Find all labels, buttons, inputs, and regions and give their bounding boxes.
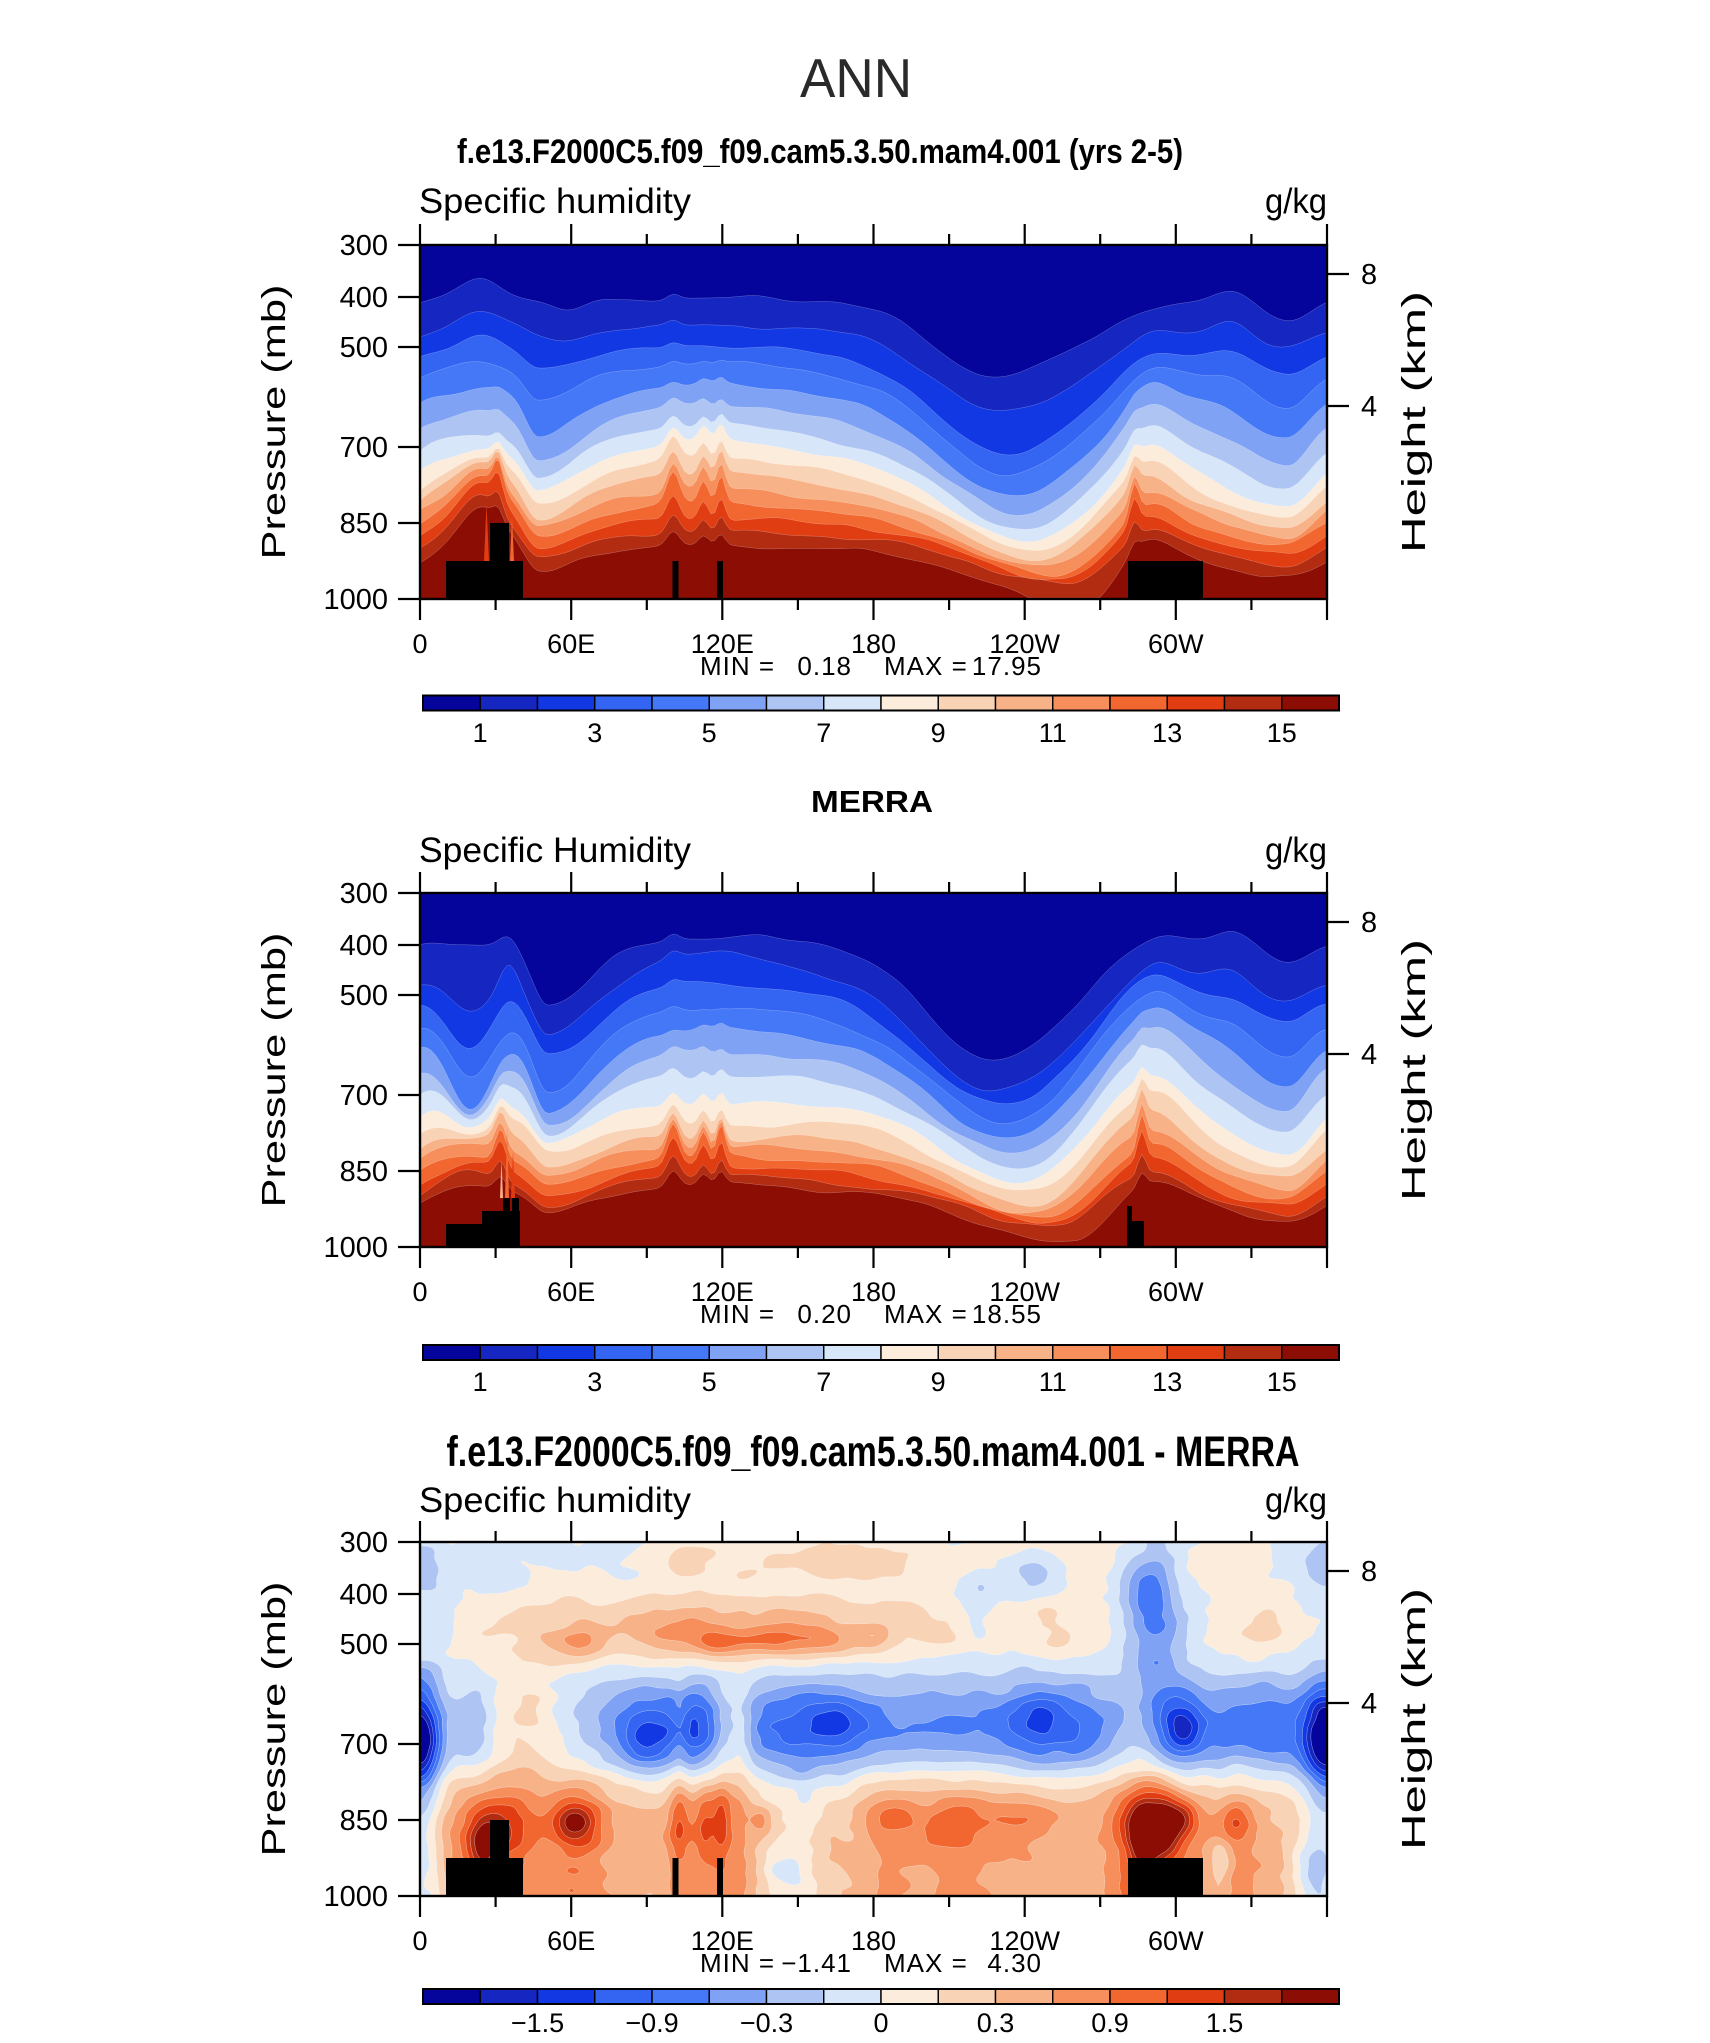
svg-text:MAX =: MAX =	[884, 1299, 968, 1329]
svg-text:13: 13	[1152, 1367, 1182, 1397]
svg-text:g/kg: g/kg	[1265, 182, 1327, 221]
svg-text:120E: 120E	[691, 629, 754, 659]
svg-text:MIN =: MIN =	[700, 1299, 775, 1329]
svg-text:15: 15	[1267, 718, 1297, 748]
svg-text:Height (km): Height (km)	[1395, 291, 1432, 553]
svg-text:17.95: 17.95	[972, 651, 1042, 681]
svg-text:500: 500	[340, 332, 388, 364]
svg-text:120E: 120E	[691, 1926, 754, 1956]
svg-text:500: 500	[340, 1629, 388, 1661]
svg-text:MAX =: MAX =	[884, 1948, 968, 1978]
svg-text:1: 1	[473, 718, 488, 748]
svg-text:60E: 60E	[547, 1926, 595, 1956]
svg-text:300: 300	[340, 230, 388, 262]
svg-text:MIN =: MIN =	[700, 1948, 775, 1978]
svg-text:9: 9	[931, 1367, 946, 1397]
svg-text:f.e13.F2000C5.f09_f09.cam5.3.5: f.e13.F2000C5.f09_f09.cam5.3.50.mam4.001…	[447, 1428, 1300, 1476]
svg-text:60W: 60W	[1148, 1926, 1204, 1956]
svg-text:4: 4	[1361, 1039, 1377, 1071]
svg-text:18.55: 18.55	[972, 1299, 1042, 1329]
svg-text:5: 5	[702, 1367, 717, 1397]
svg-text:13: 13	[1152, 718, 1182, 748]
svg-text:120W: 120W	[989, 629, 1060, 659]
svg-text:8: 8	[1361, 907, 1377, 939]
svg-text:120W: 120W	[989, 1926, 1060, 1956]
svg-text:Pressure (mb): Pressure (mb)	[255, 285, 292, 560]
svg-text:3: 3	[587, 718, 602, 748]
svg-text:300: 300	[340, 878, 388, 910]
svg-text:500: 500	[340, 980, 388, 1012]
svg-text:60E: 60E	[547, 1277, 595, 1307]
svg-text:11: 11	[1039, 718, 1067, 748]
svg-text:8: 8	[1361, 1556, 1377, 1588]
svg-text:8: 8	[1361, 259, 1377, 291]
svg-text:4: 4	[1361, 391, 1377, 423]
svg-text:400: 400	[340, 282, 388, 314]
svg-text:−0.3: −0.3	[740, 2008, 793, 2038]
svg-text:700: 700	[340, 1080, 388, 1112]
svg-text:180: 180	[851, 1926, 896, 1956]
svg-text:0: 0	[873, 2008, 888, 2038]
svg-text:5: 5	[702, 718, 717, 748]
svg-text:Height (km): Height (km)	[1395, 939, 1432, 1201]
svg-text:3: 3	[587, 1367, 602, 1397]
svg-text:0: 0	[412, 1926, 427, 1956]
svg-text:MERRA: MERRA	[811, 784, 933, 819]
svg-text:120W: 120W	[989, 1277, 1060, 1307]
svg-text:15: 15	[1267, 1367, 1297, 1397]
svg-text:1000: 1000	[323, 1232, 388, 1264]
svg-text:180: 180	[851, 1277, 896, 1307]
svg-text:ANN: ANN	[800, 47, 912, 109]
svg-text:400: 400	[340, 1579, 388, 1611]
svg-text:300: 300	[340, 1527, 388, 1559]
svg-text:0: 0	[412, 1277, 427, 1307]
svg-text:−1.41: −1.41	[781, 1948, 852, 1978]
svg-text:Specific humidity: Specific humidity	[419, 182, 692, 221]
svg-text:−1.5: −1.5	[511, 2008, 564, 2038]
svg-text:0.3: 0.3	[977, 2008, 1015, 2038]
svg-text:700: 700	[340, 1729, 388, 1761]
svg-text:f.e13.F2000C5.f09_f09.cam5.3.5: f.e13.F2000C5.f09_f09.cam5.3.50.mam4.001…	[457, 133, 1183, 171]
svg-text:60E: 60E	[547, 629, 595, 659]
svg-text:60W: 60W	[1148, 1277, 1204, 1307]
svg-text:Specific Humidity: Specific Humidity	[419, 831, 691, 870]
svg-text:−0.9: −0.9	[625, 2008, 678, 2038]
svg-text:4.30: 4.30	[987, 1948, 1042, 1978]
svg-text:850: 850	[340, 1805, 388, 1837]
svg-text:7: 7	[816, 1367, 831, 1397]
svg-text:9: 9	[931, 718, 946, 748]
svg-text:4: 4	[1361, 1688, 1377, 1720]
svg-text:Pressure (mb): Pressure (mb)	[255, 933, 292, 1208]
svg-text:1000: 1000	[323, 584, 388, 616]
svg-text:400: 400	[340, 930, 388, 962]
svg-text:7: 7	[816, 718, 831, 748]
svg-text:0: 0	[412, 629, 427, 659]
svg-text:180: 180	[851, 629, 896, 659]
svg-text:g/kg: g/kg	[1265, 831, 1327, 870]
svg-text:1.5: 1.5	[1206, 2008, 1244, 2038]
svg-text:700: 700	[340, 432, 388, 464]
svg-text:Pressure (mb): Pressure (mb)	[255, 1582, 292, 1857]
svg-text:MIN =: MIN =	[700, 651, 775, 681]
svg-text:0.18: 0.18	[797, 651, 852, 681]
svg-text:120E: 120E	[691, 1277, 754, 1307]
svg-text:g/kg: g/kg	[1265, 1481, 1327, 1520]
svg-text:MAX =: MAX =	[884, 651, 968, 681]
svg-text:1: 1	[473, 1367, 488, 1397]
svg-text:Height (km): Height (km)	[1395, 1588, 1432, 1850]
svg-text:0.20: 0.20	[797, 1299, 852, 1329]
svg-text:850: 850	[340, 508, 388, 540]
svg-text:1000: 1000	[323, 1881, 388, 1913]
svg-text:11: 11	[1039, 1367, 1067, 1397]
svg-text:850: 850	[340, 1156, 388, 1188]
svg-text:60W: 60W	[1148, 629, 1204, 659]
svg-text:Specific humidity: Specific humidity	[419, 1481, 692, 1520]
svg-text:0.9: 0.9	[1091, 2008, 1129, 2038]
